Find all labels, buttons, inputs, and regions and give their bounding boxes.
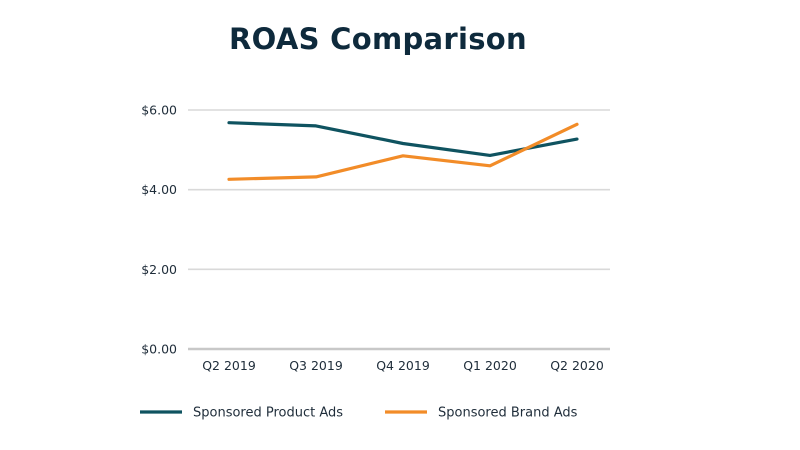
series-line-2 [227,122,579,181]
y-tick-label: $0.00 [141,342,177,357]
y-axis-tick-labels: $0.00 $2.00 $4.00 $6.00 [141,103,177,357]
legend-item: Sponsored Product Ads [140,406,343,421]
legend-item: Sponsored Brand Ads [385,406,578,421]
x-tick-label: Q4 2019 [376,358,430,373]
legend-label: Sponsored Brand Ads [438,406,578,421]
y-tick-label: $2.00 [141,262,177,277]
x-tick-label: Q3 2019 [289,358,343,373]
y-tick-label: $4.00 [141,182,177,197]
series-lines [227,121,579,181]
chart-title: ROAS Comparison [229,22,527,56]
x-axis-tick-labels: Q2 2019 Q3 2019 Q4 2019 Q1 2020 Q2 2020 [202,358,604,373]
legend: Sponsored Product Ads Sponsored Brand Ads [140,406,578,421]
x-tick-label: Q1 2020 [463,358,517,373]
legend-label: Sponsored Product Ads [193,406,343,421]
x-tick-label: Q2 2020 [550,358,604,373]
series-line-1 [227,121,579,157]
x-tick-label: Q2 2019 [202,358,256,373]
gridlines [188,109,610,351]
y-tick-label: $6.00 [141,103,177,118]
